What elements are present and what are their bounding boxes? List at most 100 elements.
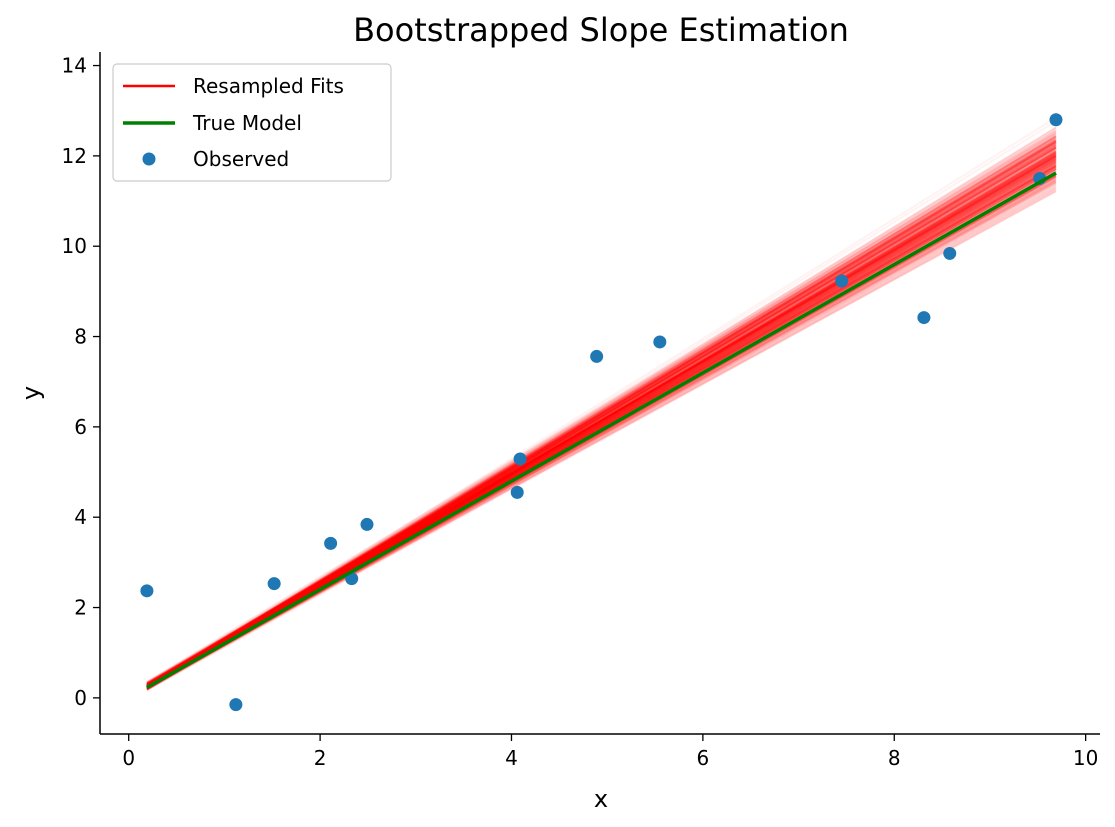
resampled-fit-line xyxy=(146,155,1057,687)
resampled-fit-line xyxy=(146,146,1057,688)
resampled-fit-line xyxy=(146,155,1057,687)
legend-label-observed: Observed xyxy=(193,147,289,171)
resampled-fit-line xyxy=(146,163,1057,685)
resampled-fit-line xyxy=(146,137,1057,689)
resampled-fit-line xyxy=(146,139,1057,685)
resampled-fit-line xyxy=(146,162,1057,685)
resampled-fit-line xyxy=(146,136,1057,688)
observed-points-layer xyxy=(140,113,1063,712)
observed-point xyxy=(943,246,957,260)
resampled-fit-line xyxy=(146,139,1057,688)
resampled-fit-line xyxy=(146,120,1057,689)
resampled-fit-line xyxy=(146,144,1057,689)
resampled-fit-line xyxy=(146,158,1057,687)
resampled-fit-line xyxy=(146,139,1057,688)
y-axis-label: y xyxy=(17,386,45,400)
resampled-fit-line xyxy=(146,153,1057,688)
resampled-fit-line xyxy=(146,127,1057,688)
resampled-fit-line xyxy=(146,126,1057,688)
resampled-fit-line xyxy=(146,145,1057,687)
resampled-fit-line xyxy=(146,154,1057,688)
resampled-fit-line xyxy=(146,187,1057,690)
resampled-fit-line xyxy=(146,154,1057,686)
resampled-fit-line xyxy=(146,142,1057,687)
resampled-fit-line xyxy=(146,150,1057,688)
resampled-fit-line xyxy=(146,157,1057,685)
resampled-fit-line xyxy=(146,153,1057,689)
resampled-fit-line xyxy=(146,157,1057,686)
resampled-fit-line xyxy=(146,186,1057,691)
resampled-fit-line xyxy=(146,140,1057,686)
x-tick-label: 2 xyxy=(314,746,327,770)
y-tick-label: 6 xyxy=(74,415,87,439)
resampled-fit-line xyxy=(146,164,1057,687)
observed-point xyxy=(267,577,281,591)
resampled-fit-line xyxy=(146,156,1057,689)
resampled-fit-line xyxy=(146,156,1057,687)
resampled-fit-line xyxy=(146,166,1057,687)
resampled-fit-line xyxy=(146,153,1057,689)
resampled-fit-line xyxy=(146,181,1057,689)
resampled-fit-line xyxy=(146,130,1057,690)
observed-point xyxy=(229,698,243,712)
resampled-fit-line xyxy=(146,156,1057,687)
resampled-fit-line xyxy=(146,159,1057,689)
resampled-fit-line xyxy=(146,146,1057,684)
resampled-fit-line xyxy=(146,116,1057,688)
x-tick-label: 8 xyxy=(888,746,901,770)
resampled-fit-line xyxy=(146,141,1057,685)
resampled-fit-line xyxy=(146,189,1057,689)
resampled-fit-line xyxy=(146,179,1057,690)
observed-point xyxy=(513,452,527,466)
resampled-fit-line xyxy=(146,134,1057,691)
resampled-fit-line xyxy=(146,160,1057,688)
resampled-fit-line xyxy=(146,152,1057,688)
resampled-fit-line xyxy=(146,161,1057,686)
resampled-fit-line xyxy=(146,140,1057,687)
resampled-fit-line xyxy=(146,132,1057,686)
resampled-fit-line xyxy=(146,166,1057,687)
resampled-fit-line xyxy=(146,159,1057,688)
resampled-fit-line xyxy=(146,132,1057,685)
resampled-fit-line xyxy=(146,153,1057,686)
resampled-fit-line xyxy=(146,155,1057,686)
resampled-fit-line xyxy=(146,158,1057,688)
resampled-fit-line xyxy=(146,151,1057,690)
resampled-fit-line xyxy=(146,152,1057,687)
resampled-fit-line xyxy=(146,155,1057,687)
resampled-fit-line xyxy=(146,150,1057,690)
resampled-fit-line xyxy=(146,138,1057,688)
resampled-fit-line xyxy=(146,138,1057,687)
resampled-fit-line xyxy=(146,163,1057,688)
resampled-fit-line xyxy=(146,151,1057,686)
resampled-fit-line xyxy=(146,145,1057,689)
resampled-fit-line xyxy=(146,126,1057,688)
resampled-fit-line xyxy=(146,181,1057,691)
resampled-fit-line xyxy=(146,152,1057,687)
resampled-fit-line xyxy=(146,160,1057,687)
resampled-fit-line xyxy=(146,142,1057,689)
legend-swatch-observed xyxy=(142,152,156,166)
resampled-fit-line xyxy=(146,150,1057,687)
resampled-fit-line xyxy=(146,146,1057,689)
resampled-fit-line xyxy=(146,135,1057,686)
observed-point xyxy=(140,584,154,598)
resampled-fit-line xyxy=(146,178,1057,690)
resampled-fit-line xyxy=(146,165,1057,687)
resampled-fit-line xyxy=(146,147,1057,686)
resampled-fit-line xyxy=(146,129,1057,688)
resampled-fit-line xyxy=(146,182,1057,691)
resampled-fit-line xyxy=(146,146,1057,689)
resampled-fit-line xyxy=(146,152,1057,687)
chart-title: Bootstrapped Slope Estimation xyxy=(353,11,849,49)
resampled-fit-line xyxy=(146,141,1057,689)
resampled-fit-line xyxy=(146,144,1057,690)
resampled-fit-line xyxy=(146,190,1057,688)
resampled-fit-line xyxy=(146,141,1057,687)
observed-point xyxy=(510,485,524,499)
resampled-fit-line xyxy=(146,146,1057,689)
resampled-fit-line xyxy=(146,154,1057,688)
resampled-fit-line xyxy=(146,158,1057,688)
resampled-fit-line xyxy=(146,147,1057,687)
